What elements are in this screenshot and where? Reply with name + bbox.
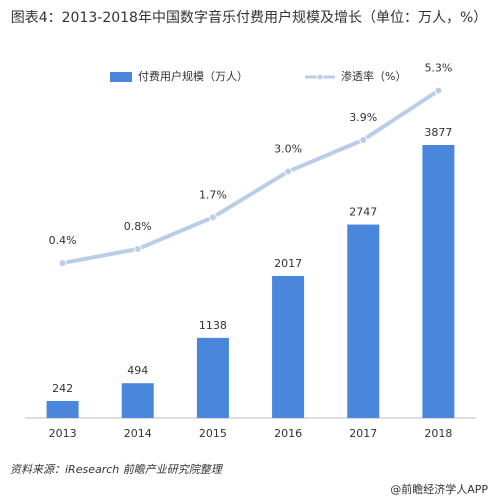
chart-title: 图表4：2013-2018年中国数字音乐付费用户规模及增长（单位：万人，%） [10, 10, 488, 26]
data-label: 242 [52, 382, 73, 395]
line-point [208, 213, 217, 222]
legend-swatch [110, 72, 132, 82]
data-label: 3877 [424, 126, 452, 139]
bar [422, 144, 455, 419]
data-label: 0.8% [124, 220, 152, 233]
data-label: 494 [127, 364, 148, 377]
line-point [434, 86, 443, 95]
x-tick-label: 2015 [199, 427, 227, 440]
x-tick-label: 2014 [124, 427, 152, 440]
line-point [133, 245, 142, 253]
bar [46, 400, 79, 418]
brand: @前瞻经济学人APP [390, 482, 488, 496]
data-label: 2017 [274, 257, 302, 270]
bar [347, 224, 380, 418]
line-point [359, 135, 368, 144]
data-label: 1138 [199, 319, 227, 332]
data-label: 2747 [349, 206, 377, 219]
data-label: 0.4% [49, 234, 77, 247]
data-label: 5.3% [424, 62, 452, 75]
line-point [58, 259, 67, 268]
x-tick-label: 2017 [349, 427, 377, 440]
bar [121, 383, 154, 418]
data-label: 3.9% [349, 111, 377, 124]
line [62, 88, 440, 266]
legend-swatch [316, 73, 324, 81]
data-label: 3.0% [274, 143, 302, 156]
legend-label: 付费用户规模（万人） [138, 69, 248, 83]
line-point [284, 167, 293, 176]
x-tick-label: 2018 [424, 427, 452, 440]
x-tick-label: 2013 [49, 427, 77, 440]
legend-label: 渗透率（%） [341, 69, 406, 83]
data-label: 1.7% [199, 188, 227, 201]
x-tick-label: 2016 [274, 427, 302, 440]
bar [196, 337, 229, 418]
source-note: 资料来源：iResearch 前瞻产业研究院整理 [10, 463, 224, 476]
bar [272, 275, 305, 418]
